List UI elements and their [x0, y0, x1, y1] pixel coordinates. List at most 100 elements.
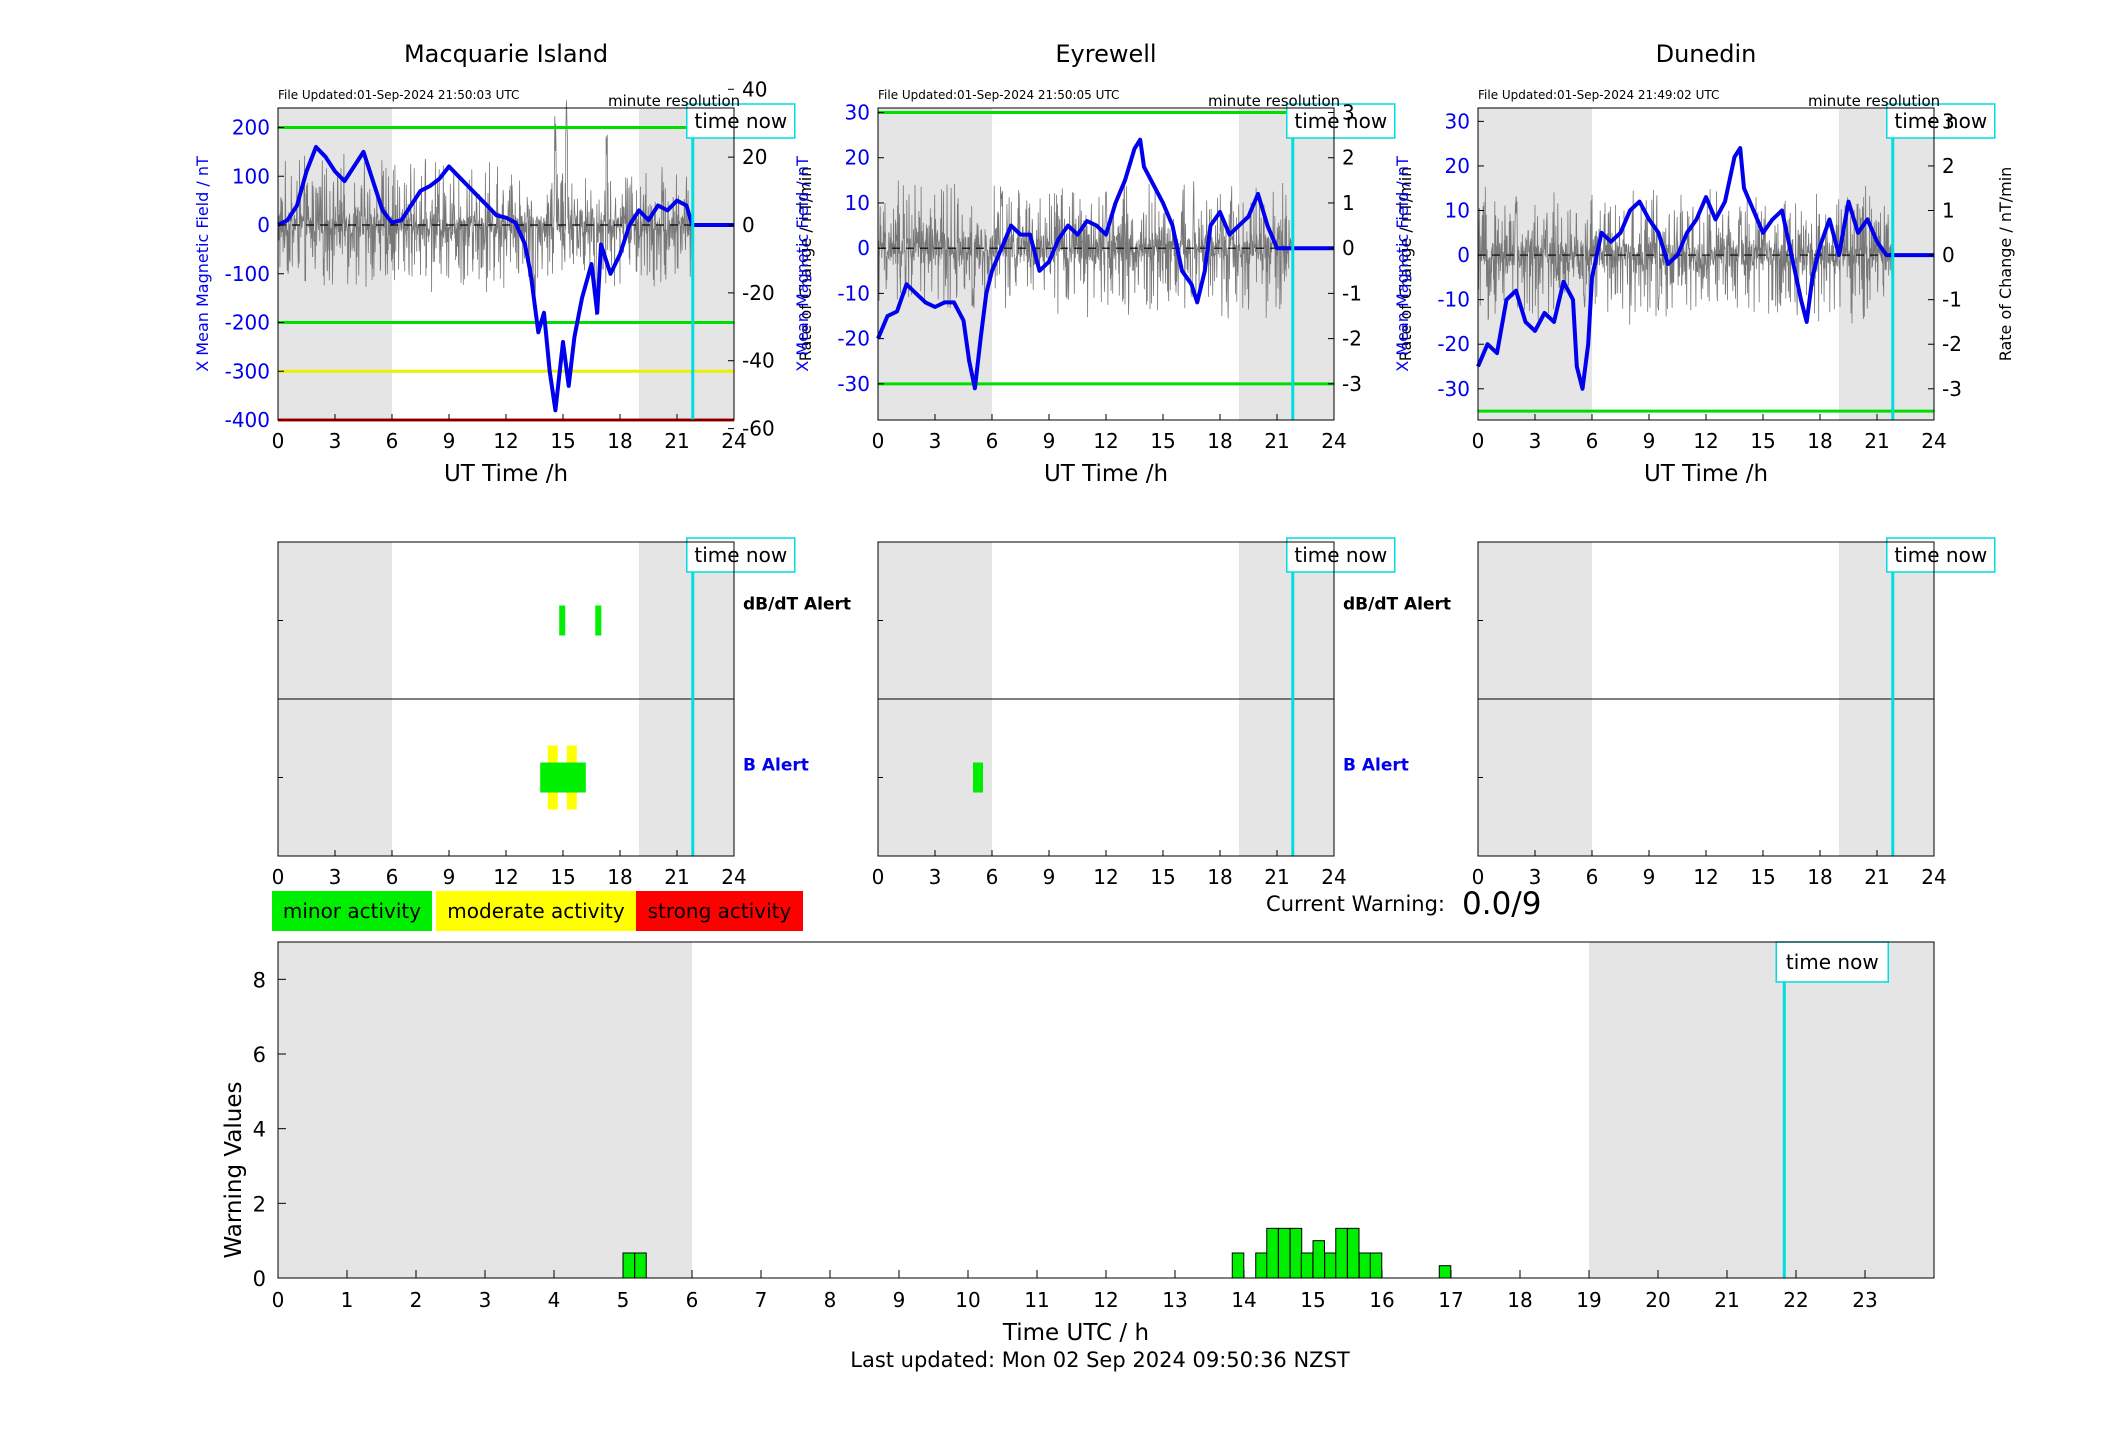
x-tick-label: 3 [929, 429, 942, 453]
x-tick-label: 12 [1093, 429, 1118, 453]
left-tick-label: -20 [1437, 332, 1470, 356]
time-now-box [686, 537, 796, 573]
rate-of-change-line [1477, 185, 1894, 325]
right-tick-label: -60 [742, 417, 775, 441]
right-tick-label: -40 [742, 349, 775, 373]
x-tick-label: 6 [386, 429, 399, 453]
x-tick-label: 12 [493, 865, 518, 889]
right-tick-label: 0 [742, 213, 755, 237]
right-tick-label: 20 [742, 145, 767, 169]
resolution-label: minute resolution [1208, 92, 1340, 110]
x-tick-label: 24 [721, 429, 746, 453]
x-tick-label: 21 [1714, 1288, 1739, 1312]
warning-bar [1358, 1252, 1372, 1279]
warning-bar [1369, 1252, 1383, 1279]
legend-minor-swatch [272, 891, 432, 931]
resolution-label: minute resolution [1808, 92, 1940, 110]
warning-bar [1278, 1227, 1291, 1279]
resolution-label: minute resolution [608, 92, 740, 110]
station-panel-1: Macquarie Island time now File Updated:01-… [193, 40, 851, 889]
left-tick-label: -400 [225, 408, 270, 432]
warning-bar [1289, 1227, 1303, 1279]
left-tick-label: 20 [845, 146, 870, 170]
x-tick-label: 15 [1300, 1288, 1325, 1312]
x-tick-label: 18 [1507, 1288, 1532, 1312]
x-tick-label: 15 [550, 429, 575, 453]
y-tick-label: 0 [253, 1267, 266, 1291]
x-tick-label: 2 [410, 1288, 423, 1312]
right-axis-label: Rate of Change / nT/min [1396, 167, 1415, 362]
left-tick-label: 100 [232, 164, 270, 188]
x-tick-label: 9 [443, 429, 456, 453]
night-shade [278, 942, 692, 1278]
legend-moderate-swatch [436, 891, 636, 931]
current-warning-value: 0.0/9 [1462, 886, 1541, 922]
right-tick-label: 40 [742, 77, 767, 101]
x-tick-label: 15 [550, 865, 575, 889]
b-alert-bar [540, 762, 586, 793]
x-tick-label: 3 [1529, 865, 1542, 889]
legend-minor-label: minor activity [283, 899, 421, 923]
warning-bar [1438, 1265, 1452, 1279]
right-tick-label: 2 [1942, 154, 1955, 178]
right-tick-label: 3 [1342, 101, 1355, 125]
x-tick-label: 24 [1321, 429, 1346, 453]
x-tick-label: 18 [607, 865, 632, 889]
x-tick-label: 12 [1093, 1288, 1118, 1312]
current-warning: Current Warning: 0.0/9 [1266, 886, 1541, 922]
time-now-label: time now [694, 543, 787, 567]
x-tick-label: 11 [1024, 1288, 1049, 1312]
magnetic-field-plot: time now File Updated:01-Sep-2024 21:50:0… [193, 77, 815, 487]
warning-bar [1324, 1252, 1337, 1279]
dbdt-alert-label: dB/dT Alert [743, 595, 851, 615]
x-tick-label: 0 [1472, 865, 1485, 889]
rate-of-change-line [877, 180, 1294, 319]
b-alert-label: B Alert [1343, 756, 1409, 776]
left-axis-label: X Mean Magnetic Field / nT [1393, 156, 1412, 372]
x-tick-label: 6 [986, 429, 999, 453]
night-shade [278, 108, 392, 420]
magnetic-field-plot: time now File Updated:01-Sep-2024 21:49:0… [1393, 88, 2015, 487]
left-tick-label: -20 [837, 327, 870, 351]
x-tick-label: 21 [664, 429, 689, 453]
y-tick-label: 2 [253, 1192, 266, 1216]
x-tick-label: 13 [1162, 1288, 1187, 1312]
x-axis-label: UT Time /h [1644, 461, 1768, 487]
dbdt-alert-label: dB/dT Alert [1343, 595, 1451, 615]
x-tick-label: 0 [1472, 429, 1485, 453]
left-tick-label: -300 [225, 359, 270, 383]
right-tick-label: 1 [1342, 191, 1355, 215]
left-tick-label: 200 [232, 116, 270, 140]
x-tick-label: 1 [341, 1288, 354, 1312]
warning-bar [1312, 1240, 1326, 1279]
x-field-line [876, 137, 1334, 391]
x-tick-label: 14 [1231, 1288, 1256, 1312]
warning-bar [634, 1252, 647, 1279]
x-tick-label: 23 [1852, 1288, 1877, 1312]
file-updated: File Updated:01-Sep-2024 21:49:02 UTC [1478, 88, 1719, 102]
x-tick-label: 20 [1645, 1288, 1670, 1312]
station-title: Macquarie Island [404, 40, 608, 68]
x-axis-label: Time UTC / h [1002, 1320, 1149, 1346]
x-tick-label: 12 [1093, 865, 1118, 889]
left-axis-label: X Mean Magnetic Field / nT [793, 156, 812, 372]
x-tick-label: 15 [1750, 865, 1775, 889]
time-now-label: time now [1894, 543, 1987, 567]
warning-bar [1266, 1227, 1279, 1279]
legend-strong-swatch [636, 891, 803, 931]
x-tick-label: 10 [955, 1288, 980, 1312]
left-tick-label: 0 [1457, 243, 1470, 267]
left-axis-label: X Mean Magnetic Field / nT [193, 156, 212, 372]
right-tick-label: -2 [1342, 327, 1362, 351]
x-tick-label: 24 [1921, 429, 1946, 453]
right-tick-label: -2 [1942, 332, 1962, 356]
x-tick-label: 22 [1783, 1288, 1808, 1312]
right-tick-label: -20 [742, 281, 775, 305]
x-tick-label: 9 [893, 1288, 906, 1312]
right-tick-label: -3 [1942, 377, 1962, 401]
dbdt-alert-bar [595, 605, 602, 636]
x-axis-label: UT Time /h [444, 461, 568, 487]
x-tick-label: 5 [617, 1288, 630, 1312]
x-tick-label: 0 [272, 1288, 285, 1312]
